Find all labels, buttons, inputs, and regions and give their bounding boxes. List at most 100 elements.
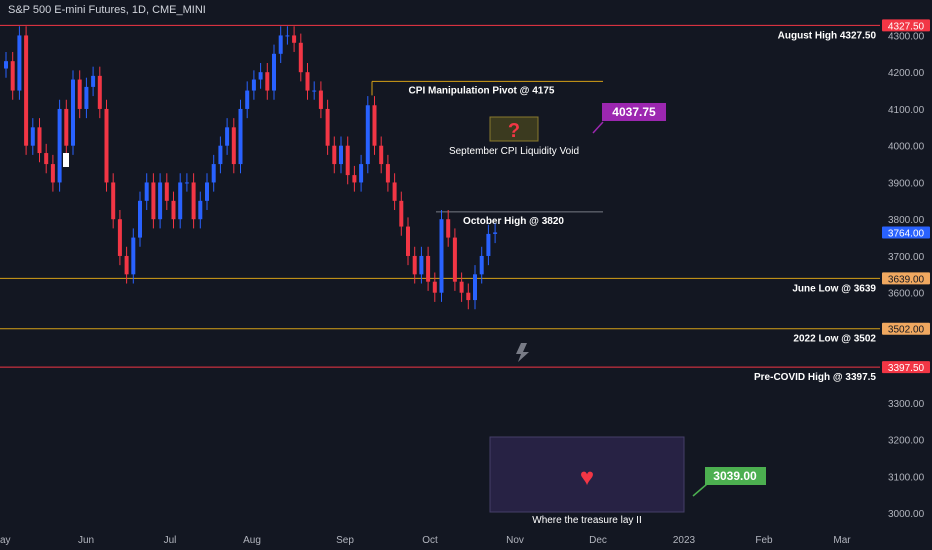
treasure-price-label: 3039.00 (713, 469, 757, 483)
candle-body[interactable] (117, 219, 122, 256)
candle-body[interactable] (10, 61, 15, 91)
candle-body[interactable] (339, 145, 343, 165)
candle-body[interactable] (191, 182, 196, 220)
treasure-callout (705, 467, 766, 485)
candle-body[interactable] (77, 79, 82, 109)
price-tag-label: 3639.00 (888, 274, 925, 285)
candle-body[interactable] (399, 200, 404, 227)
candle-body[interactable] (24, 35, 29, 146)
candle-body[interactable] (379, 145, 384, 165)
treasure-callout-pointer (692, 483, 708, 497)
candle-body[interactable] (493, 232, 498, 234)
lightning-icon (516, 343, 529, 362)
candle-body[interactable] (486, 233, 491, 256)
candle-body[interactable] (131, 237, 136, 275)
y-tick-label: 4300.00 (888, 31, 925, 42)
candle-body[interactable] (158, 182, 163, 220)
candle-body[interactable] (426, 255, 431, 282)
candle-body[interactable] (432, 281, 437, 293)
candle-body[interactable] (265, 72, 270, 91)
void-price-label: 4037.75 (612, 105, 656, 119)
price-tag-label: 4327.50 (888, 21, 925, 32)
candle-body[interactable] (466, 292, 471, 301)
candle-body[interactable] (479, 255, 484, 275)
candle-body[interactable] (292, 35, 297, 43)
candle-body[interactable] (97, 75, 102, 109)
candle-body[interactable] (225, 127, 230, 146)
void-label: September CPI Liquidity Void (449, 146, 579, 157)
candle-body[interactable] (251, 79, 256, 91)
question-icon: ? (508, 120, 520, 142)
candle-body[interactable] (104, 108, 109, 183)
candle-body[interactable] (71, 79, 75, 146)
candle-body[interactable] (272, 53, 276, 91)
candle-body[interactable] (452, 237, 457, 282)
candle-body[interactable] (258, 72, 263, 80)
candle-body[interactable] (205, 182, 209, 201)
treasure-label: Where the treasure lay II (532, 515, 642, 526)
candle-body[interactable] (198, 200, 203, 220)
candle-body[interactable] (412, 255, 417, 275)
level-label: June Low @ 3639 (792, 283, 876, 294)
candle-body[interactable] (312, 90, 317, 92)
level-label: 2022 Low @ 3502 (793, 334, 876, 345)
candle-body[interactable] (359, 164, 364, 183)
candle-body[interactable] (332, 145, 337, 165)
x-tick-label: ay (0, 535, 11, 546)
price-tag (882, 272, 930, 285)
candle-body[interactable] (30, 127, 35, 146)
candle-body[interactable] (184, 182, 189, 184)
candle-body[interactable] (392, 182, 397, 201)
question-box (489, 116, 539, 142)
candle-body[interactable] (459, 281, 464, 293)
candle-body[interactable] (57, 108, 62, 183)
candle-body[interactable] (50, 164, 55, 183)
candle-body[interactable] (211, 164, 216, 183)
void-callout-pointer (592, 121, 604, 134)
candle-body[interactable] (372, 105, 377, 146)
candle-body[interactable] (305, 72, 310, 91)
candle-body[interactable] (44, 153, 49, 165)
candle-body[interactable] (178, 182, 183, 220)
candle-body[interactable] (91, 75, 96, 87)
x-tick-label: Jul (164, 535, 177, 546)
candle-body[interactable] (151, 182, 156, 220)
candle-body[interactable] (298, 42, 303, 73)
candle-body[interactable] (352, 175, 357, 183)
candle-body[interactable] (17, 35, 22, 91)
candle-body[interactable] (345, 145, 350, 176)
candle-body[interactable] (64, 108, 69, 146)
candle-body[interactable] (245, 90, 250, 109)
candle-body[interactable] (171, 200, 176, 220)
candle-body[interactable] (325, 108, 330, 146)
candle-body[interactable] (385, 164, 390, 183)
candle-body[interactable] (124, 255, 129, 275)
candle-body[interactable] (37, 127, 42, 154)
x-tick-label: Feb (755, 535, 773, 546)
level-label: August High 4327.50 (778, 30, 877, 41)
candle-body[interactable] (278, 35, 283, 54)
y-tick-label: 3100.00 (888, 472, 925, 483)
candle-body[interactable] (111, 182, 116, 220)
y-tick-label: 3900.00 (888, 178, 925, 189)
candle-body[interactable] (406, 226, 410, 256)
y-tick-label: 3000.00 (888, 509, 925, 520)
candle-body[interactable] (218, 145, 223, 165)
candle-body[interactable] (473, 274, 477, 301)
candle-body[interactable] (318, 90, 323, 109)
candle-body[interactable] (138, 200, 142, 238)
candle-body[interactable] (238, 108, 243, 165)
candle-body[interactable] (446, 219, 451, 238)
candle-body[interactable] (365, 105, 370, 165)
candle-body[interactable] (439, 219, 444, 293)
candle-body[interactable] (164, 182, 169, 201)
candle-body[interactable] (84, 86, 89, 109)
candle-body[interactable] (419, 255, 424, 275)
candle-body[interactable] (144, 182, 149, 201)
candle-body[interactable] (231, 127, 236, 165)
x-tick-label: Mar (833, 535, 851, 546)
candle-body[interactable] (4, 61, 8, 69)
candle-body[interactable] (285, 35, 290, 37)
